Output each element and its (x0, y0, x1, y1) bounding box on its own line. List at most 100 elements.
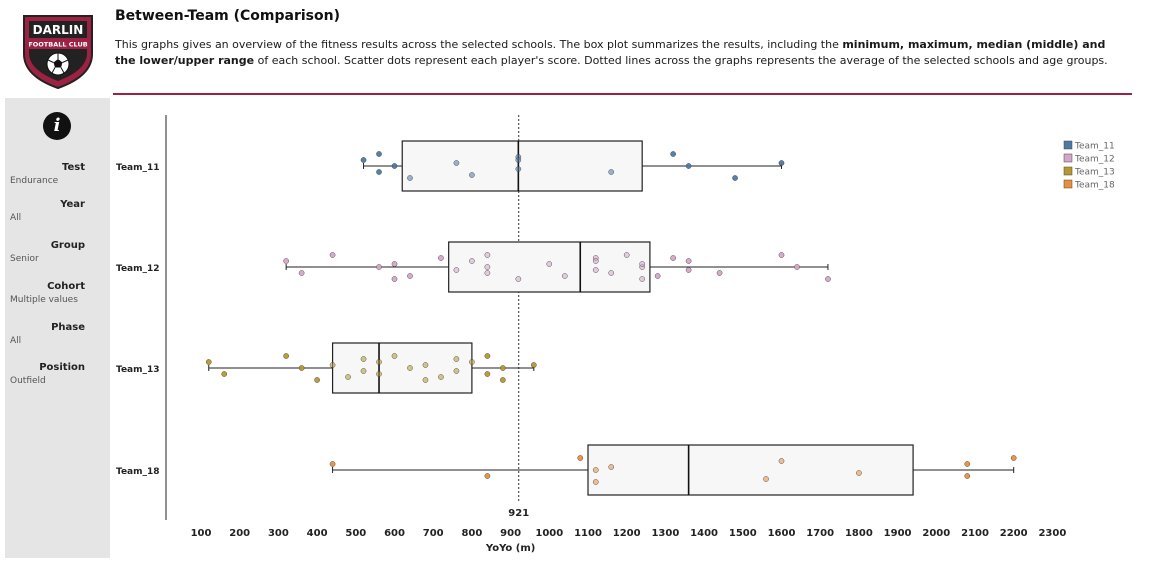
category-label-team-18: Team_18 (116, 467, 160, 477)
x-tick-label-2300: 2300 (1038, 528, 1066, 539)
data-point-team-12 (685, 258, 692, 264)
filter-year-label: Year (60, 199, 85, 210)
x-tick-label-300: 300 (268, 528, 289, 539)
x-tick-label-2200: 2200 (1000, 528, 1028, 539)
data-point-team-18 (778, 458, 785, 464)
filter-group-label: Group (50, 240, 85, 251)
data-point-team-11 (685, 163, 692, 169)
data-point-team-13 (469, 359, 475, 365)
data-point-team-13 (453, 368, 460, 374)
x-tick-label-400: 400 (307, 528, 328, 539)
data-point-team-12 (608, 270, 615, 276)
data-point-team-13 (500, 377, 506, 383)
data-point-team-13 (221, 371, 228, 377)
data-point-team-11 (391, 163, 398, 169)
football-icon (46, 52, 70, 76)
filter-test-value[interactable]: Endurance (10, 176, 59, 186)
filter-position-value[interactable]: Outfield (10, 376, 46, 386)
data-point-team-18 (329, 461, 336, 467)
data-point-team-13 (376, 371, 382, 377)
x-tick-label-1300: 1300 (651, 528, 679, 539)
category-label-team-11: Team_11 (116, 163, 160, 173)
average-reference-label: 921 (508, 508, 529, 519)
data-point-team-12 (391, 261, 398, 267)
data-point-team-18 (856, 470, 862, 476)
data-point-team-11 (407, 175, 413, 181)
data-point-team-12 (654, 273, 661, 279)
data-point-team-13 (283, 353, 289, 359)
data-point-team-13 (484, 353, 491, 359)
legend-swatch-team-18 (1063, 179, 1073, 189)
data-point-team-12 (438, 255, 444, 261)
legend-label-team-12: Team_12 (1074, 155, 1115, 165)
filter-cohort-value[interactable]: Multiple values (10, 295, 78, 305)
data-point-team-11 (778, 160, 785, 166)
x-tick-label-2100: 2100 (961, 528, 989, 539)
data-point-team-13 (329, 362, 336, 368)
data-point-team-12 (376, 264, 382, 270)
data-point-team-13 (453, 356, 460, 362)
data-point-team-12 (484, 264, 491, 270)
data-point-team-12 (639, 261, 645, 267)
data-point-team-12 (778, 252, 785, 258)
header-divider (113, 93, 1132, 95)
data-point-team-12 (469, 258, 475, 264)
boxplot-chart: 100 200 300 400 500 600 700 800 900 1000 1100 1200 1… (116, 115, 1115, 554)
data-point-team-18 (592, 467, 599, 473)
x-tick-label-900: 900 (500, 528, 521, 539)
box-team-12 (448, 241, 651, 293)
x-axis-title: YoYo (m) (485, 543, 535, 554)
data-point-team-18 (608, 464, 615, 470)
data-point-team-18 (763, 476, 769, 482)
description-text-end: of each school. Scatter dots represent e… (254, 54, 1108, 67)
legend-swatch-team-12 (1063, 153, 1073, 163)
data-point-team-13 (360, 356, 367, 362)
data-point-team-12 (639, 276, 645, 282)
data-point-team-13 (345, 374, 351, 380)
x-tick-label-1500: 1500 (729, 528, 757, 539)
data-point-team-13 (298, 365, 305, 371)
filter-year-value[interactable]: All (10, 213, 22, 223)
filter-phase-label: Phase (51, 322, 85, 333)
filter-test-label: Test (61, 162, 85, 173)
legend-swatch-team-13 (1063, 166, 1073, 176)
data-point-team-12 (484, 270, 491, 276)
legend-label-team-13: Team_13 (1074, 168, 1115, 178)
data-point-team-12 (716, 270, 723, 276)
data-point-team-13 (438, 374, 444, 380)
data-point-team-13 (376, 359, 382, 365)
data-point-team-18 (964, 461, 971, 467)
data-point-team-12 (592, 267, 599, 273)
data-point-team-18 (592, 479, 599, 485)
x-tick-label-2000: 2000 (922, 528, 950, 539)
x-tick-label-200: 200 (229, 528, 250, 539)
filter-panel: i Test Endurance Year All Group Senior C… (5, 98, 110, 558)
filter-cohort-label: Cohort (47, 281, 85, 292)
box-team-13 (331, 342, 473, 394)
page-title: Between-Team (Comparison) (115, 8, 340, 24)
box-team-18 (587, 444, 914, 496)
data-point-team-12 (825, 276, 831, 282)
description-emphasis: minimum, maximum, median (middle) and th… (115, 38, 1106, 67)
data-point-team-12 (623, 252, 630, 258)
data-point-team-12 (561, 273, 568, 279)
data-point-team-12 (592, 258, 599, 264)
x-tick-label-1000: 1000 (535, 528, 563, 539)
data-point-team-18 (964, 473, 971, 479)
x-tick-label-1200: 1200 (613, 528, 641, 539)
data-point-team-18 (577, 455, 584, 461)
data-point-team-11 (732, 175, 738, 181)
data-point-team-18 (1010, 455, 1017, 461)
x-tick-label-1600: 1600 (768, 528, 796, 539)
data-point-team-13 (531, 362, 537, 368)
info-icon[interactable]: i (43, 112, 71, 140)
data-point-team-13 (391, 353, 398, 359)
filter-group-value[interactable]: Senior (10, 254, 39, 264)
data-point-team-12 (453, 267, 460, 273)
data-point-team-11 (515, 166, 522, 172)
data-point-team-13 (360, 368, 367, 374)
filter-phase-value[interactable]: All (10, 336, 22, 346)
data-point-team-12 (391, 276, 398, 282)
data-point-team-11 (469, 172, 475, 178)
data-point-team-12 (407, 273, 413, 279)
